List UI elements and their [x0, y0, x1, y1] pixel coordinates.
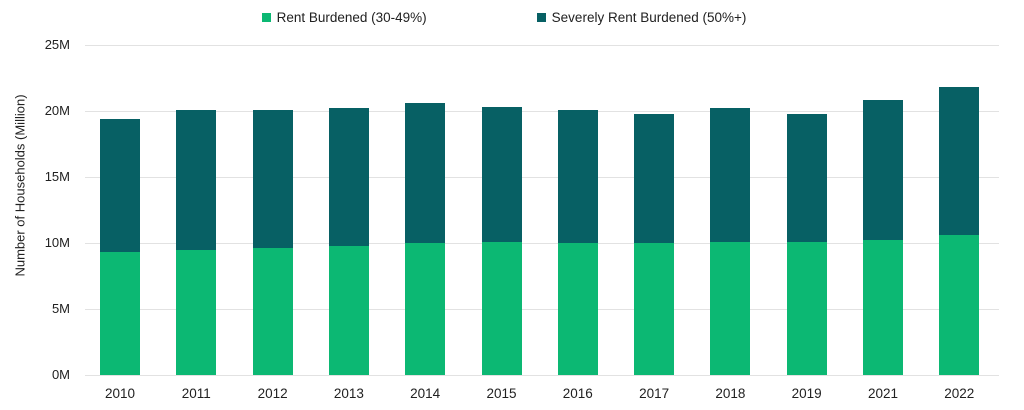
- bar-2016-severely-rent-burdened-segment: [557, 109, 598, 243]
- rent-burdened-swatch-icon: [261, 13, 271, 22]
- bar-2022: [939, 87, 980, 375]
- x-tick-2012: 2012: [257, 386, 288, 401]
- bar-2012: [252, 109, 293, 375]
- x-tick-2017: 2017: [639, 386, 670, 401]
- bar-2010-rent-burdened-segment: [100, 252, 140, 375]
- x-tick-2016: 2016: [562, 386, 593, 401]
- bar-2012-rent-burdened-segment: [252, 248, 293, 375]
- gridline-5M: [85, 308, 999, 310]
- bar-2015: [481, 107, 522, 375]
- bar-2021-severely-rent-burdened-segment: [863, 100, 903, 241]
- bar-2014-severely-rent-burdened-segment: [405, 103, 446, 243]
- bar-2015-rent-burdened-segment: [481, 241, 522, 375]
- x-tick-2015: 2015: [486, 386, 517, 401]
- bar-2013-severely-rent-burdened-segment: [328, 108, 369, 246]
- bar-2012-severely-rent-burdened-segment: [252, 109, 293, 249]
- bar-2011: [176, 109, 217, 375]
- chart-legend: Rent Burdened (30-49%) Severely Rent Bur…: [0, 10, 1016, 25]
- y-tick-20M: 20M: [44, 103, 70, 118]
- gridline-25M: [85, 44, 999, 46]
- x-tick-2022: 2022: [944, 386, 975, 401]
- bar-2022-severely-rent-burdened-segment: [939, 87, 980, 236]
- bar-2013-rent-burdened-segment: [328, 245, 369, 375]
- gridline-10M: [85, 242, 999, 244]
- bar-2018-rent-burdened-segment: [710, 241, 751, 375]
- y-tick-0M: 0M: [51, 367, 70, 382]
- bar-2011-severely-rent-burdened-segment: [176, 109, 217, 250]
- bar-2011-rent-burdened-segment: [176, 249, 217, 375]
- legend-item-rent-burdened: Rent Burdened (30-49%): [261, 10, 427, 25]
- bar-2016-rent-burdened-segment: [557, 243, 598, 375]
- plot-area: [85, 44, 999, 376]
- gridline-0M: [85, 374, 999, 376]
- bar-2017-rent-burdened-segment: [634, 243, 675, 375]
- bar-2019-rent-burdened-segment: [786, 241, 827, 375]
- bar-2017-severely-rent-burdened-segment: [634, 113, 675, 243]
- y-tick-15M: 15M: [44, 169, 70, 184]
- bar-2019: [786, 113, 827, 375]
- bar-2018-severely-rent-burdened-segment: [710, 108, 751, 242]
- bar-2015-severely-rent-burdened-segment: [481, 107, 522, 242]
- bar-2010-severely-rent-burdened-segment: [100, 118, 140, 253]
- bar-2022-rent-burdened-segment: [939, 235, 980, 375]
- legend-item-severely-rent-burdened: Severely Rent Burdened (50%+): [536, 10, 747, 25]
- y-tick-5M: 5M: [51, 301, 70, 316]
- bar-2014-rent-burdened-segment: [405, 243, 446, 375]
- legend-label-rent-burdened: Rent Burdened (30-49%): [276, 10, 427, 25]
- x-tick-2010: 2010: [104, 386, 136, 401]
- y-tick-25M: 25M: [44, 37, 70, 52]
- severely-rent-burdened-swatch-icon: [536, 13, 546, 22]
- bar-2019-severely-rent-burdened-segment: [786, 113, 827, 242]
- legend-label-severely-rent-burdened: Severely Rent Burdened (50%+): [551, 10, 747, 25]
- bar-2014: [405, 103, 446, 375]
- x-tick-2014: 2014: [410, 386, 441, 401]
- gridline-20M: [85, 110, 999, 112]
- bar-2017: [634, 113, 675, 375]
- x-tick-2021: 2021: [867, 386, 899, 401]
- bar-2018: [710, 108, 751, 375]
- bar-2010: [100, 118, 140, 375]
- x-tick-2019: 2019: [791, 386, 822, 401]
- y-tick-10M: 10M: [44, 235, 70, 250]
- bar-2021-rent-burdened-segment: [863, 240, 903, 375]
- x-tick-2011: 2011: [181, 386, 211, 401]
- x-tick-2018: 2018: [715, 386, 746, 401]
- gridline-15M: [85, 176, 999, 178]
- bar-2016: [557, 109, 598, 375]
- x-tick-2013: 2013: [333, 386, 364, 401]
- bar-2013: [328, 108, 369, 375]
- bar-2021: [863, 100, 903, 375]
